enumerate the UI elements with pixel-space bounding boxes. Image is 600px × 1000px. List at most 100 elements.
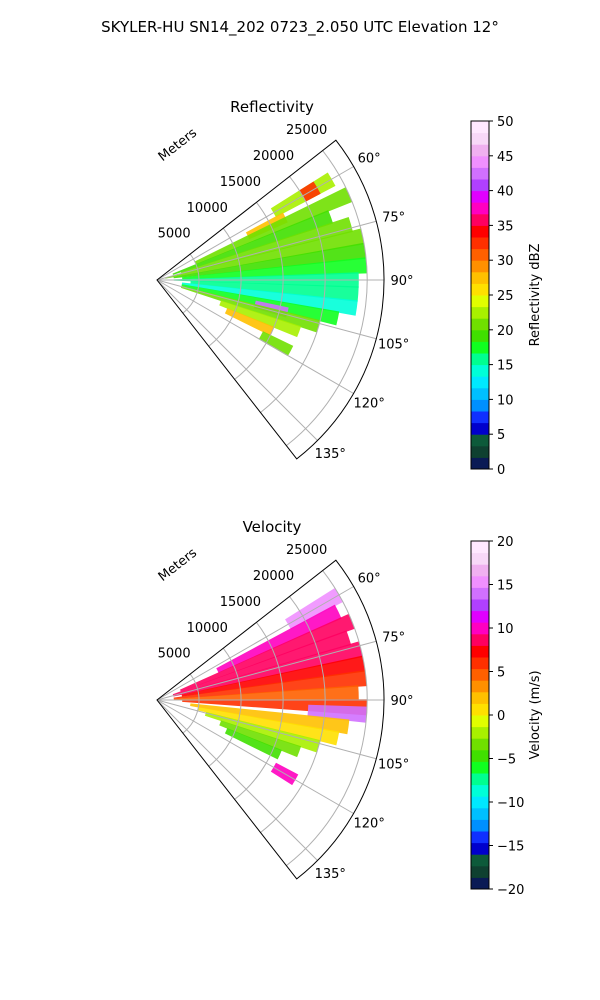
velocity-data-cell xyxy=(197,707,340,746)
reflectivity-colorbar-segment xyxy=(471,167,489,180)
velocity-azimuth-tick-label: 60° xyxy=(358,572,381,587)
velocity-colorbar-segment xyxy=(471,773,489,786)
reflectivity-sector-outline xyxy=(156,139,385,460)
reflectivity-colorbar-tick-label: 25 xyxy=(497,289,514,304)
reflectivity-colorbar-segment xyxy=(471,190,489,203)
velocity-colorbar-segment xyxy=(471,749,489,762)
velocity-colorbar-segment xyxy=(471,738,489,751)
velocity-colorbar-segment xyxy=(471,761,489,774)
velocity-colorbar-segment xyxy=(471,796,489,809)
reflectivity-grid-spoke xyxy=(156,279,377,340)
reflectivity-azimuth-tick-label: 75° xyxy=(382,211,405,226)
velocity-colorbar-segment xyxy=(471,575,489,588)
velocity-grid-spoke xyxy=(156,699,377,760)
velocity-azimuth-tick-label: 120° xyxy=(354,817,385,832)
velocity-grid-spoke xyxy=(156,699,354,814)
velocity-colorbar-segment xyxy=(471,564,489,577)
reflectivity-colorbar-tick-label: 15 xyxy=(497,359,514,374)
reflectivity-colorbar-segment xyxy=(471,445,489,458)
velocity-colorbar-segment xyxy=(471,842,489,855)
velocity-colorbar-tick-label: −20 xyxy=(497,883,524,898)
reflectivity-radial-tick-label: 15000 xyxy=(220,175,261,190)
velocity-colorbar-segment xyxy=(471,715,489,728)
reflectivity-colorbar: 0 5 10 15 20 25 30 35 40 45 50 Reflectivity dBZ xyxy=(470,115,543,478)
reflectivity-azimuth-tick-label: 135° xyxy=(315,447,346,462)
reflectivity-data-cell xyxy=(224,308,275,336)
reflectivity-colorbar-segment xyxy=(471,341,489,354)
velocity-data-cell xyxy=(307,704,368,723)
reflectivity-grid-ring xyxy=(260,176,326,413)
reflectivity-colorbar-segment xyxy=(471,411,489,424)
velocity-colorbar-segment xyxy=(471,657,489,670)
reflectivity-colorbar-segment xyxy=(471,306,489,319)
velocity-data-cell xyxy=(204,712,321,753)
reflectivity-grid-spoke xyxy=(156,220,377,281)
reflectivity-colorbar-segment xyxy=(471,260,489,273)
reflectivity-data-cells xyxy=(165,172,368,357)
velocity-grid-spoke xyxy=(156,586,354,701)
reflectivity-colorbar-tick-label: 50 xyxy=(497,115,514,130)
reflectivity-grid-ring xyxy=(286,150,368,447)
reflectivity-radial-tick-label: 20000 xyxy=(253,149,294,164)
reflectivity-data-cell xyxy=(219,300,302,338)
velocity-azimuth-tick-label: 105° xyxy=(378,757,409,772)
reflectivity-radial-label: Meters xyxy=(156,126,200,165)
velocity-colorbar-segment xyxy=(471,784,489,797)
velocity-colorbar-segment xyxy=(471,807,489,820)
reflectivity-grid-ring xyxy=(234,202,284,380)
velocity-grid-spoke xyxy=(156,699,318,861)
reflectivity-colorbar-segment xyxy=(471,283,489,296)
reflectivity-colorbar-segment xyxy=(471,457,489,470)
velocity-data-cell xyxy=(173,670,367,699)
velocity-grid-ring xyxy=(260,596,326,833)
velocity-data-cell xyxy=(285,587,343,630)
velocity-title: Velocity xyxy=(243,518,302,536)
reflectivity-azimuth-tick-label: 60° xyxy=(358,152,381,167)
velocity-colorbar: −20 −15 −10 −5 0 5 10 15 20 Velocity (m/s) xyxy=(470,535,543,898)
velocity-radial-tick-label: 10000 xyxy=(187,621,228,636)
velocity-colorbar-segment xyxy=(471,645,489,658)
reflectivity-colorbar-tick-label: 35 xyxy=(497,219,514,234)
velocity-colorbar-segment xyxy=(471,552,489,565)
velocity-colorbar-tick-label: 15 xyxy=(497,579,514,594)
velocity-colorbar-segment xyxy=(471,865,489,878)
reflectivity-colorbar-tick-label: 40 xyxy=(497,185,514,200)
velocity-data-cell xyxy=(173,685,359,701)
reflectivity-colorbar-segment xyxy=(471,237,489,250)
reflectivity-grid-spoke xyxy=(156,166,354,281)
velocity-sector-outline xyxy=(156,559,385,880)
velocity-colorbar-segment xyxy=(471,703,489,716)
reflectivity-colorbar-tick-label: 20 xyxy=(497,324,514,339)
velocity-grid-ring xyxy=(234,622,284,800)
reflectivity-colorbar-segment xyxy=(471,179,489,192)
reflectivity-colorbar-segment xyxy=(471,422,489,435)
reflectivity-colorbar-segment xyxy=(471,399,489,412)
reflectivity-colorbar-tick-label: 10 xyxy=(497,393,514,408)
velocity-colorbar-segment xyxy=(471,633,489,646)
reflectivity-grid-spoke xyxy=(156,279,354,394)
reflectivity-data-cell xyxy=(172,210,334,275)
reflectivity-colorbar-segment xyxy=(471,271,489,284)
velocity-radial-tick-label: 25000 xyxy=(286,543,327,558)
velocity-colorbar-segment xyxy=(471,587,489,600)
reflectivity-colorbar-segment xyxy=(471,225,489,238)
reflectivity-data-cell xyxy=(194,187,353,265)
reflectivity-grid-spoke xyxy=(156,279,318,441)
velocity-colorbar-tick-label: −5 xyxy=(497,753,516,768)
velocity-colorbar-segment xyxy=(471,541,489,554)
velocity-radial-label: Meters xyxy=(156,546,200,585)
reflectivity-colorbar-segment xyxy=(471,132,489,145)
velocity-azimuth-tick-label: 135° xyxy=(315,867,346,882)
velocity-colorbar-segment xyxy=(471,622,489,635)
reflectivity-colorbar-segment xyxy=(471,329,489,342)
reflectivity-data-cell xyxy=(173,242,367,279)
velocity-data-cell xyxy=(172,630,352,696)
velocity-colorbar-segment xyxy=(471,877,489,890)
velocity-grid-ring xyxy=(208,647,242,767)
reflectivity-radial-tick-label: 5000 xyxy=(158,227,191,242)
velocity-grid-ring xyxy=(286,570,368,867)
velocity-colorbar-tick-label: 5 xyxy=(497,666,505,681)
reflectivity-data-cell xyxy=(180,216,353,274)
velocity-colorbar-tick-label: 20 xyxy=(497,535,514,550)
